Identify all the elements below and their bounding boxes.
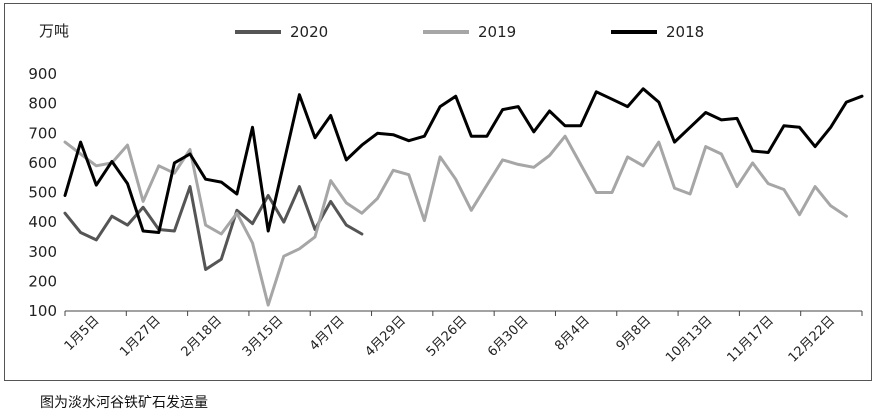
x-tick-label: 2月18日: [179, 313, 226, 360]
y-tick-label: 900: [28, 65, 57, 83]
x-axis: 1月5日 1月27日 2月18日 3月15日 4月7日 4月29日 5月26日 6月30日 8月…: [62, 310, 863, 366]
unit-label: 万吨: [39, 22, 69, 40]
legend: 2020 2019 2018: [235, 23, 704, 41]
y-tick-label: 200: [28, 272, 57, 290]
x-tick-label: 10月13日: [663, 313, 715, 365]
series-line-2019: [63, 134, 848, 307]
x-tick-label: 6月30日: [485, 313, 532, 360]
x-tick-label: 5月26日: [424, 313, 471, 360]
x-tick-label: 1月5日: [62, 313, 103, 354]
y-tick-label: 700: [28, 124, 57, 142]
legend-label-2020: 2020: [290, 23, 328, 41]
plot-area: [63, 87, 864, 307]
y-tick-label: 800: [28, 95, 57, 113]
x-tick-label: 1月27日: [117, 313, 164, 360]
x-tick-label: 8月4日: [552, 313, 593, 354]
x-tick-label: 4月7日: [307, 313, 348, 354]
x-tick-label: 4月29日: [362, 313, 409, 360]
figure-caption: 图为淡水河谷铁矿石发运量: [40, 395, 208, 411]
chart-frame: 万吨 2020 2019 2018 100 200 300 400 500 600 700 800…: [4, 3, 872, 381]
x-tick-label: 12月22日: [786, 313, 838, 365]
y-tick-label: 300: [28, 243, 57, 261]
y-tick-label: 100: [28, 302, 57, 320]
chart-svg: 万吨 2020 2019 2018 100 200 300 400 500 600 700 800…: [28, 22, 864, 366]
x-tick-label: 11月17日: [724, 313, 776, 365]
series-line-2018: [63, 87, 864, 234]
legend-label-2018: 2018: [666, 23, 704, 41]
x-tick-label: 9月8日: [614, 313, 655, 354]
x-tick-label: 3月15日: [240, 313, 287, 360]
y-tick-label: 400: [28, 213, 57, 231]
y-tick-label: 500: [28, 184, 57, 202]
y-axis: 100 200 300 400 500 600 700 800 900: [28, 65, 57, 320]
legend-label-2019: 2019: [478, 23, 516, 41]
y-tick-label: 600: [28, 154, 57, 172]
series-line-2020: [63, 185, 364, 271]
